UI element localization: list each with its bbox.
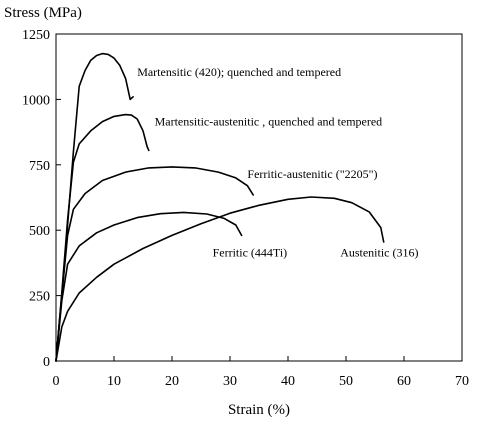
series-curve [55, 211, 243, 362]
y-tick-label: 1250 [22, 28, 50, 43]
y-tick-label: 500 [29, 224, 50, 239]
x-tick-label: 20 [165, 374, 179, 389]
x-tick-label: 70 [455, 374, 469, 389]
curve-label: Austenitic (316) [340, 245, 418, 259]
series-curve [55, 52, 134, 362]
y-axis-ticks: 0 250 500 750 1000 1250 [22, 28, 61, 370]
curves [55, 52, 385, 362]
x-axis-title: Strain (%) [228, 402, 290, 418]
x-tick-label: 0 [53, 374, 60, 389]
x-tick-label: 10 [107, 374, 121, 389]
plot-frame [55, 33, 463, 362]
curve-label: Ferritic (444Ti) [213, 245, 288, 259]
curve-annotations: Martensitic (420); quenched and tempered… [137, 65, 418, 260]
x-tick-label: 60 [397, 374, 411, 389]
series-curve [55, 166, 254, 362]
x-axis-ticks: 0 10 20 30 40 50 60 70 [53, 356, 469, 389]
x-tick-label: 30 [223, 374, 237, 389]
series-curve [55, 196, 385, 362]
y-tick-label: 750 [29, 159, 50, 174]
x-tick-label: 40 [281, 374, 295, 389]
curve-label: Martensitic (420); quenched and tempered [137, 65, 341, 79]
y-tick-label: 0 [43, 355, 50, 370]
curve-label: Martensitic-austenitic , quenched and te… [155, 115, 383, 129]
x-tick-label: 50 [339, 374, 353, 389]
y-tick-label: 250 [29, 290, 50, 305]
y-axis-title: Stress (MPa) [4, 5, 82, 21]
y-tick-label: 1000 [22, 93, 50, 108]
curve-label: Ferritic-austenitic ("2205") [247, 167, 377, 181]
series-curve [55, 113, 150, 362]
